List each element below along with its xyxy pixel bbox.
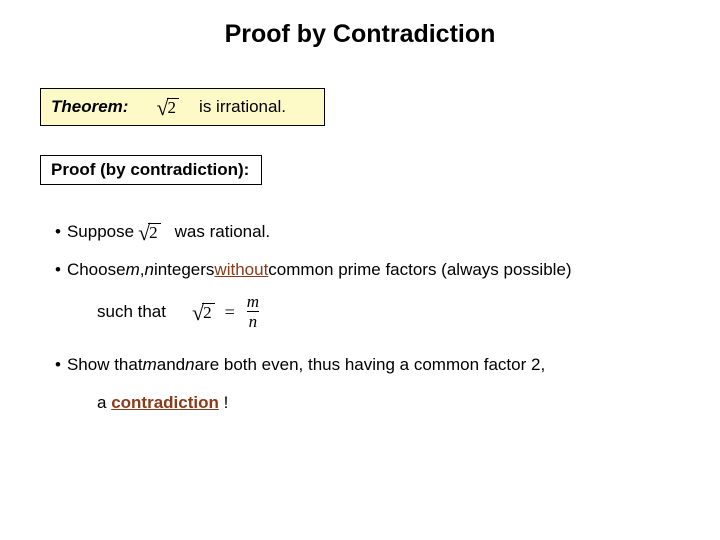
radicand: 2 (167, 98, 180, 117)
bullet-dot-icon: • (55, 215, 61, 249)
text: was rational. (175, 215, 270, 249)
slide-title: Proof by Contradiction (0, 20, 720, 49)
var-n: n (185, 348, 194, 382)
text: are both even, thus having a common fact… (195, 348, 546, 382)
bullet-show: • Show that m and n are both even, thus … (55, 348, 700, 382)
emph-contradiction: contradiction (111, 393, 219, 412)
proof-body: • Suppose √ 2 was rational. • Choose m ,… (55, 215, 700, 420)
text: such that (97, 295, 166, 329)
text: integers (154, 253, 214, 287)
text: common prime factors (always possible) (268, 253, 571, 287)
fraction-numerator: m (245, 293, 261, 311)
theorem-label: Theorem: (51, 97, 128, 117)
sqrt2-icon: √ 2 (192, 300, 215, 324)
text: Suppose (67, 215, 134, 249)
radicand: 2 (148, 223, 161, 242)
text: a (97, 393, 111, 412)
bullet-choose: • Choose m , n integers without common p… (55, 253, 700, 287)
slide: Proof by Contradiction Theorem: √ 2 is i… (0, 0, 720, 540)
proof-method-text: Proof (by contradiction): (51, 160, 249, 180)
proof-method-box: Proof (by contradiction): (40, 155, 262, 185)
fraction: m n (245, 293, 261, 330)
sqrt2-icon: √ 2 (156, 95, 179, 119)
bullet-suppose: • Suppose √ 2 was rational. (55, 215, 700, 249)
bullet-show-line2: a contradiction ! (97, 386, 700, 420)
text: Choose (67, 253, 126, 287)
equals-sign: = (225, 294, 235, 330)
var-m: m (126, 253, 140, 287)
theorem-box: Theorem: √ 2 is irrational. (40, 88, 325, 126)
emph-without: without (214, 253, 268, 287)
fraction-denominator: n (247, 311, 260, 330)
theorem-text: is irrational. (199, 97, 286, 117)
text: Show that (67, 348, 143, 382)
var-m: m (143, 348, 157, 382)
text: ! (224, 393, 229, 412)
var-n: n (144, 253, 153, 287)
radicand: 2 (202, 303, 215, 322)
sqrt2-icon: √ 2 (138, 220, 161, 244)
bullet-dot-icon: • (55, 348, 61, 382)
bullet-dot-icon: • (55, 253, 61, 287)
bullet-choose-line2: such that √ 2 = m n (97, 293, 700, 330)
text: and (157, 348, 185, 382)
